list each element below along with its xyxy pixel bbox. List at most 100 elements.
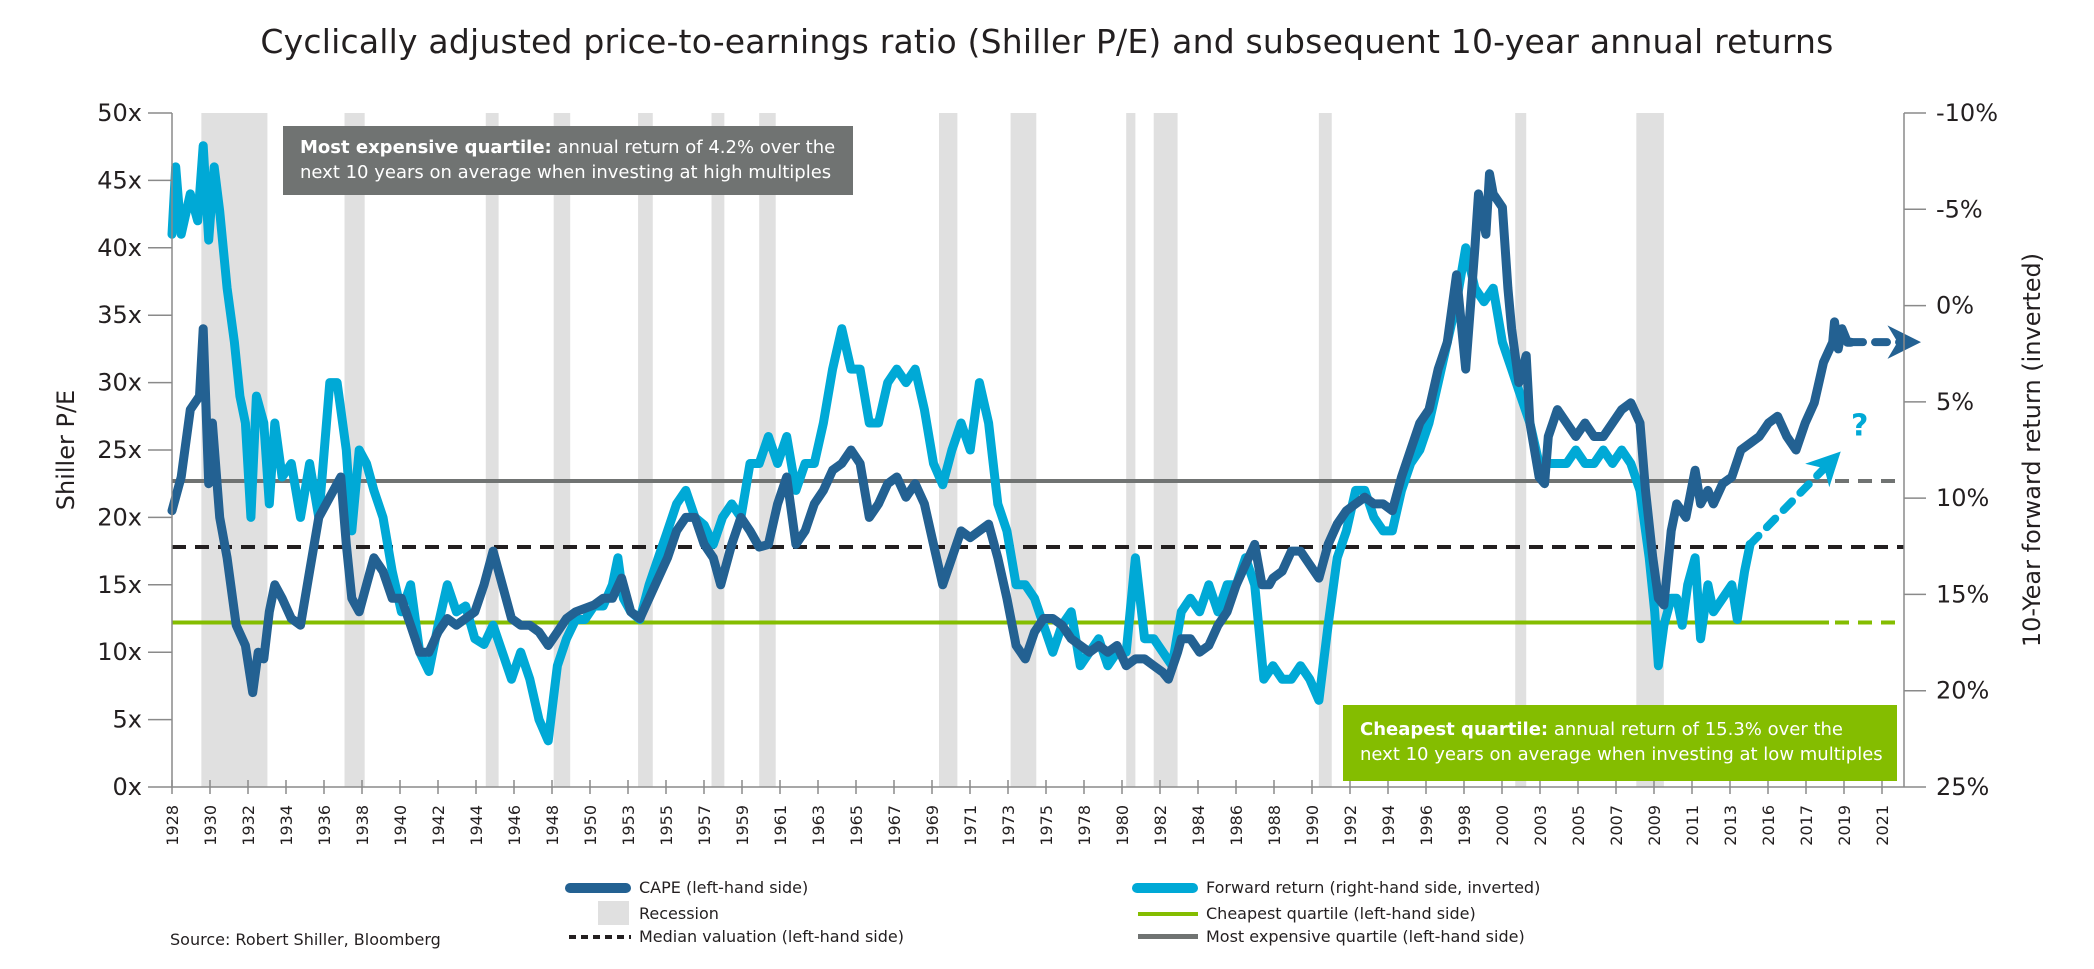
x-tick-label: 1936 [315,805,334,846]
y-tick-label-left: 15x [97,571,142,599]
legend-swatch-expensive [1138,934,1198,939]
expensive-quartile-annotation: Most expensive quartile: annual return o… [283,126,853,195]
y-tick-label-left: 25x [97,436,142,464]
x-tick-label: 1965 [847,805,866,846]
legend-label: Forward return (right-hand side, inverte… [1206,878,1541,897]
x-tick-label: 1994 [1379,805,1398,846]
x-tick-label: 1986 [1227,805,1246,846]
legend-item-cheapest: Cheapest quartile (left-hand side) [1138,904,1476,923]
x-tick-label: 1984 [1189,805,1208,846]
recession-band [1153,113,1178,787]
recession-band [485,113,499,787]
x-tick-label: 1944 [467,805,486,846]
y-tick-label-left: 5x [113,706,142,734]
x-tick-label: 1975 [1037,805,1056,846]
legend-item-expensive: Most expensive quartile (left-hand side) [1138,927,1525,946]
y-axis-label-right: 10-Year forward return (inverted) [2018,253,2046,647]
x-tick-label: 1980 [1113,805,1132,846]
cheapest-quartile-annotation: Cheapest quartile: annual return of 15.3… [1343,705,1897,781]
y-tick-label-left: 10x [97,638,142,666]
y-tick-label-right: 0% [1936,292,1974,320]
y-tick-label-right: 25% [1936,773,1989,801]
recession-band [638,113,653,787]
legend-swatch-cheapest [1138,911,1198,916]
x-tick-label: 2017 [1797,805,1816,846]
x-tick-label: 1982 [1151,805,1170,846]
legend-swatch-cape [565,882,631,893]
y-axis-label-left: Shiller P/E [52,390,80,510]
x-tick-label: 2003 [1531,805,1550,846]
x-tick-label: 2021 [1873,805,1892,846]
y-tick-label-left: 30x [97,369,142,397]
y-tick-label-right: -5% [1936,195,1983,223]
annotation-bold: Cheapest quartile: [1360,719,1549,740]
question-mark-label: ? [1851,408,1868,443]
recession-band [1010,113,1037,787]
x-tick-label: 1971 [961,805,980,846]
cape-line [167,169,1856,698]
recession-band [711,113,725,787]
legend-label: Cheapest quartile (left-hand side) [1206,904,1476,923]
x-tick-label: 1938 [353,805,372,846]
x-tick-label: 1988 [1265,805,1284,846]
x-tick-label: 2019 [1835,805,1854,846]
y-tick-label-left: 40x [97,234,142,262]
legend-label: Most expensive quartile (left-hand side) [1206,927,1525,946]
y-tick-label-left: 50x [97,99,142,127]
y-tick-label-left: 0x [113,773,142,801]
x-tick-label: 2016 [1759,805,1778,846]
data-series: ? [167,141,1922,746]
x-tick-label: 2000 [1493,805,1512,846]
legend-swatch-recession [598,901,629,925]
axes: 0x 5x 10x 15x 20x 25x 30x 35x 40x 45x 50x -10% -5% 0%… [97,99,1998,846]
x-tick-label: 1967 [885,805,904,846]
y-tick-label-left: 35x [97,301,142,329]
legend-label: CAPE (left-hand side) [639,878,809,897]
x-tick-label: 1973 [999,805,1018,846]
recession-band [1126,113,1136,787]
x-tick-label: 1998 [1455,805,1474,846]
x-tick-label: 2007 [1607,805,1626,846]
x-tick-label: 1969 [923,805,942,846]
y-tick-label-right: 10% [1936,484,1989,512]
x-tick-label: 1963 [809,805,828,846]
y-tick-label-left: 20x [97,503,142,531]
x-tick-label: 1934 [277,805,296,846]
x-tick-label: 1942 [429,805,448,846]
source-note: Source: Robert Shiller, Bloomberg [170,930,441,949]
legend-swatch-median [569,934,631,939]
x-tick-label: 1930 [201,805,220,846]
x-tick-label: 2011 [1683,805,1702,846]
legend-item-forward: Forward return (right-hand side, inverte… [1132,878,1540,897]
legend-item-median: Median valuation (left-hand side) [569,927,904,946]
x-tick-label: 2013 [1721,805,1740,846]
y-tick-label-right: 15% [1936,580,1989,608]
x-tick-label: 1990 [1303,805,1322,846]
x-tick-label: 1978 [1075,805,1094,846]
x-tick-label: 1948 [543,805,562,846]
legend-item-recession: Recession [598,901,719,925]
x-tick-label: 1950 [581,805,600,846]
legend-label: Recession [639,903,719,923]
x-tick-label: 1957 [695,805,714,846]
x-tick-label: 1946 [505,805,524,846]
chart-title: Cyclically adjusted price-to-earnings ra… [260,22,1834,61]
y-tick-label-left: 45x [97,166,142,194]
x-tick-label: 1961 [771,805,790,846]
x-tick-label: 1928 [163,805,182,846]
recession-bands [201,113,1664,787]
y-tick-label-right: 20% [1936,677,1989,705]
x-tick-label: 1992 [1341,805,1360,846]
x-tick-label: 2009 [1645,805,1664,846]
x-tick-label: 1940 [391,805,410,846]
legend-item-cape: CAPE (left-hand side) [565,878,808,897]
x-tick-label: 1932 [239,805,258,846]
x-tick-label: 1953 [619,805,638,846]
annotation-bold: Most expensive quartile: [300,137,552,158]
legend-swatch-forward [1132,882,1198,893]
annotation-text: annual return of 15.3% over the next 10 … [1360,719,1883,765]
legend-label: Median valuation (left-hand side) [639,927,904,946]
x-tick-label: 2005 [1569,805,1588,846]
annotation-text: annual return of 4.2% over the next 10 y… [300,137,836,183]
